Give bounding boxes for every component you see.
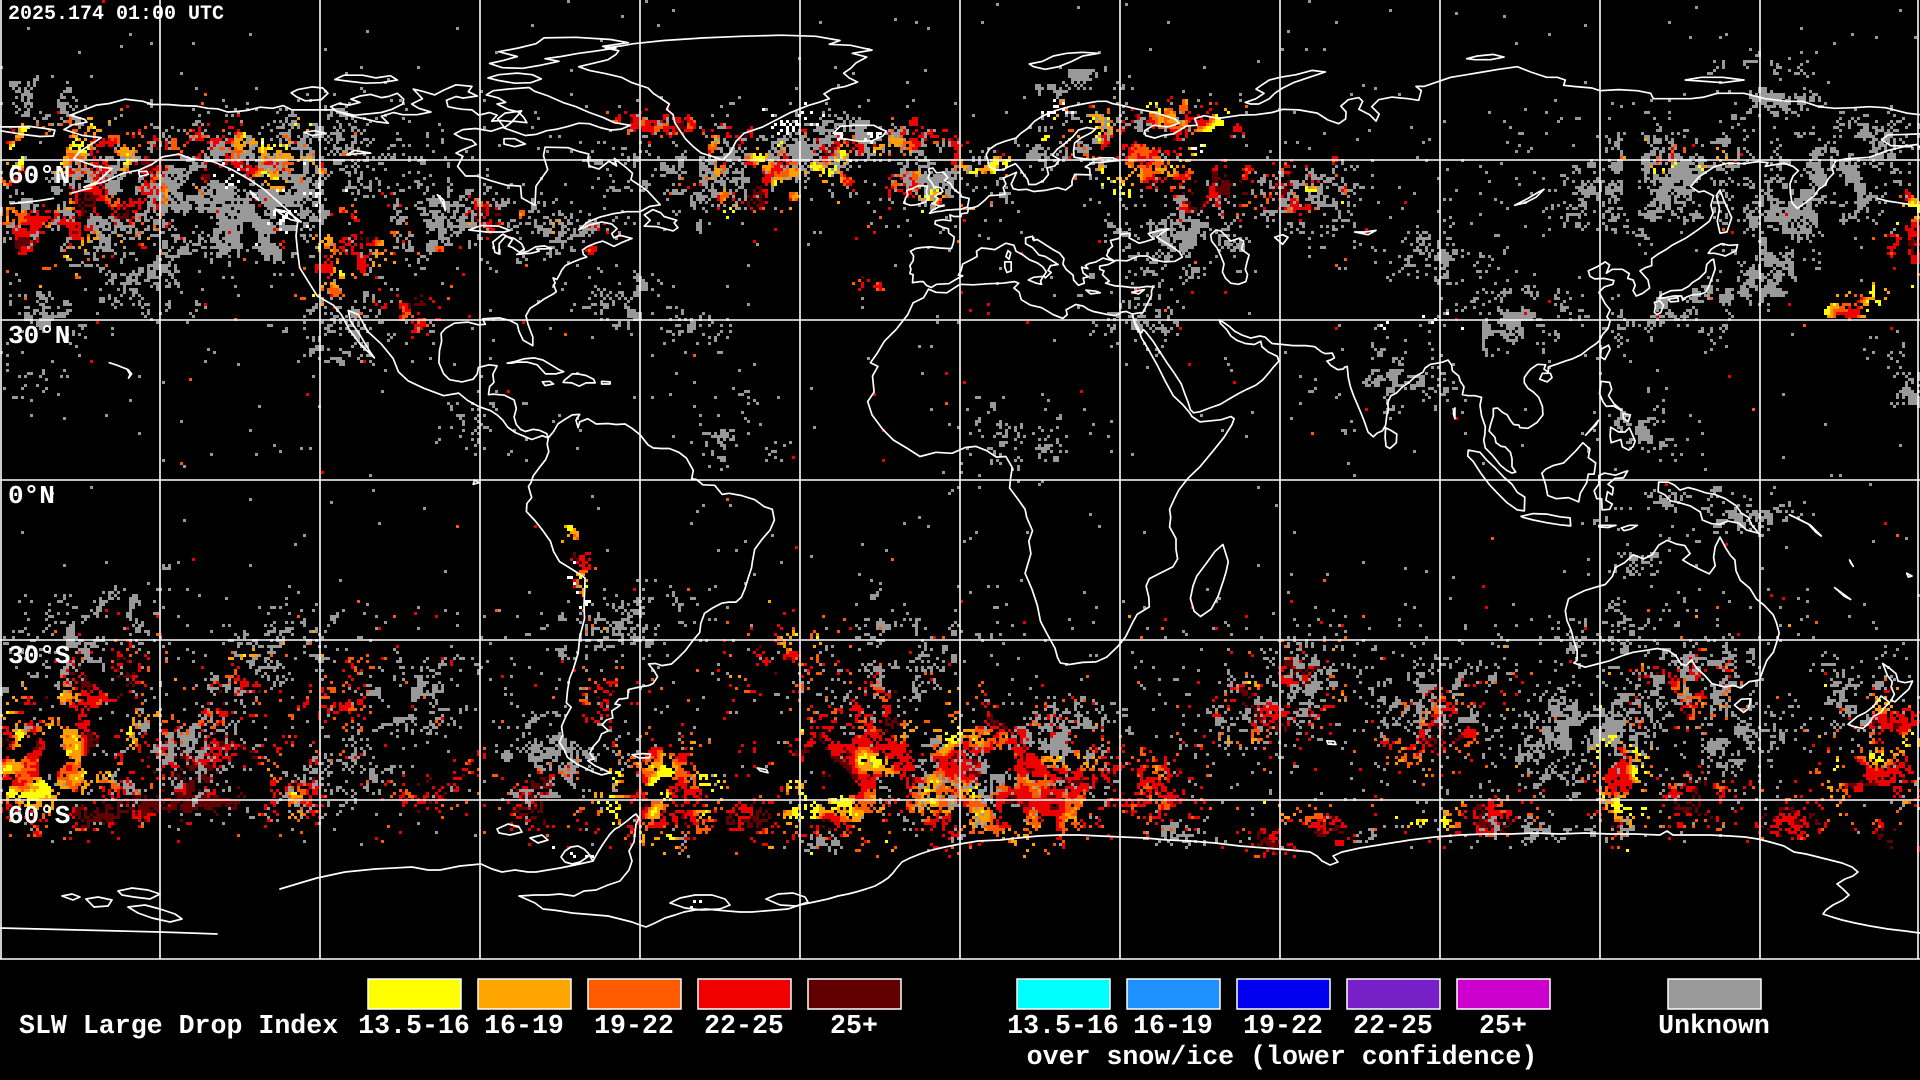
svg-text:over snow/ice (lower confidenc: over snow/ice (lower confidence): [1027, 1042, 1538, 1072]
svg-text:30°S: 30°S: [8, 641, 70, 671]
svg-text:19-22: 19-22: [594, 1011, 674, 1041]
svg-text:16-19: 16-19: [484, 1011, 564, 1041]
svg-text:60°N: 60°N: [8, 161, 70, 191]
svg-text:13.5-16: 13.5-16: [1007, 1011, 1119, 1041]
svg-text:2025.174 01:00 UTC: 2025.174 01:00 UTC: [8, 3, 224, 26]
svg-text:30°N: 30°N: [8, 321, 70, 351]
svg-text:13.5-16: 13.5-16: [358, 1011, 470, 1041]
svg-text:25+: 25+: [1479, 1011, 1527, 1041]
svg-text:22-25: 22-25: [704, 1011, 784, 1041]
svg-text:60°S: 60°S: [8, 801, 70, 831]
svg-text:19-22: 19-22: [1243, 1011, 1323, 1041]
svg-text:25+: 25+: [830, 1011, 878, 1041]
svg-text:0°N: 0°N: [8, 481, 55, 511]
svg-text:16-19: 16-19: [1133, 1011, 1213, 1041]
svg-text:SLW Large Drop Index: SLW Large Drop Index: [19, 1011, 338, 1041]
svg-text:22-25: 22-25: [1353, 1011, 1433, 1041]
svg-text:Unknown: Unknown: [1658, 1011, 1770, 1041]
